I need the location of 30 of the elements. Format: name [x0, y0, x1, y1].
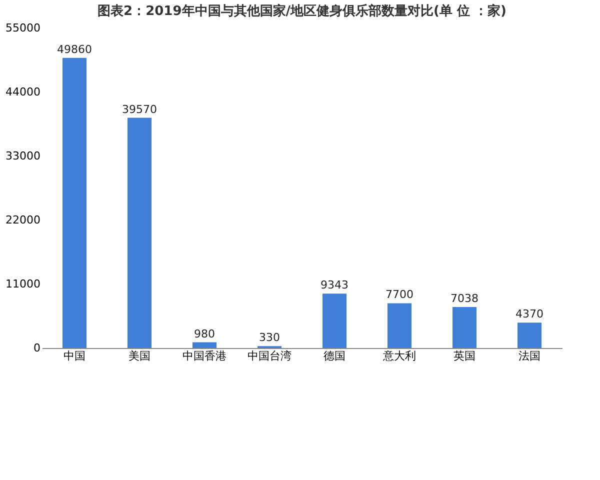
chart-title: 图表2：2019年中国与其他国家/地区健身俱乐部数量对比(单 位 ：家) [98, 3, 506, 19]
bar [518, 322, 542, 348]
data-label: 9343 [320, 278, 348, 292]
bar [322, 294, 346, 348]
data-label: 980 [194, 327, 215, 340]
x-tick-label: 中国 [64, 350, 86, 362]
bar [62, 58, 86, 348]
data-label: 330 [259, 331, 280, 344]
x-tick-label: 中国台湾 [248, 350, 292, 362]
y-tick-label: 44000 [6, 86, 40, 98]
y-tick-label: 22000 [6, 214, 40, 226]
y-tick-label: 11000 [6, 278, 40, 290]
bar [192, 342, 216, 348]
data-label: 49860 [57, 42, 92, 56]
y-tick-label: 0 [34, 342, 40, 354]
x-tick-label: 美国 [128, 350, 150, 362]
bar [128, 118, 152, 348]
y-tick-label: 55000 [6, 22, 40, 34]
bar [452, 307, 476, 348]
data-label: 39570 [122, 102, 157, 116]
data-label: 7700 [386, 288, 414, 302]
x-tick-label: 法国 [518, 350, 540, 362]
x-tick-label: 德国 [324, 350, 346, 362]
bar [388, 303, 412, 348]
x-tick-label: 中国香港 [182, 350, 226, 362]
x-tick-label: 意大利 [382, 350, 416, 362]
y-tick-label: 33000 [6, 150, 40, 162]
x-tick-label: 英国 [454, 350, 476, 362]
data-label: 4370 [516, 308, 544, 321]
data-label: 7038 [450, 292, 478, 306]
